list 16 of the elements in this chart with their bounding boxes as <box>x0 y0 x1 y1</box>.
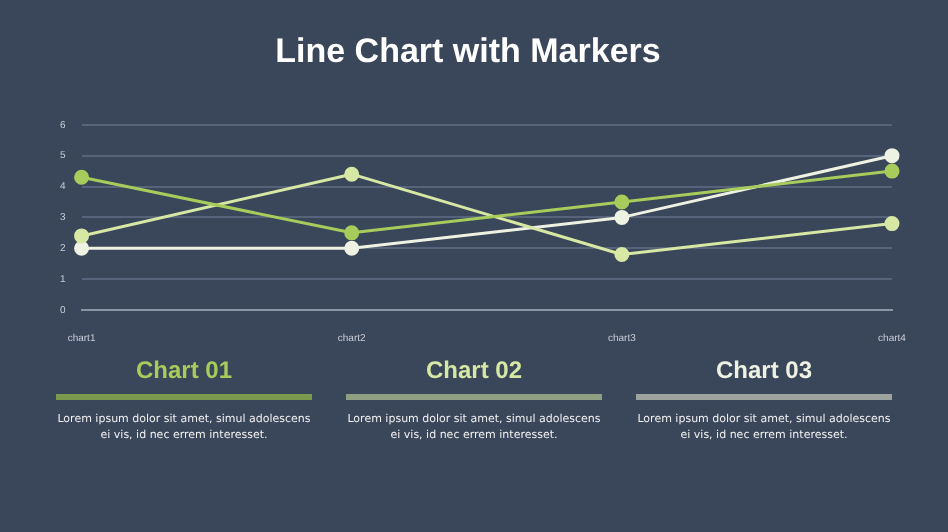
caption: Chart 01 <box>133 356 235 384</box>
point <box>344 225 360 241</box>
point <box>614 194 630 210</box>
point <box>344 240 360 256</box>
point <box>74 240 90 256</box>
caption: Chart 02 <box>423 356 525 384</box>
point <box>74 169 90 185</box>
point <box>344 166 360 182</box>
point <box>884 163 900 179</box>
point <box>614 209 630 225</box>
caption: Chart 03 <box>713 356 815 384</box>
point <box>884 216 900 232</box>
chart-title: Line Chart with Markers <box>275 31 661 70</box>
point <box>74 228 90 244</box>
point <box>614 246 630 262</box>
point <box>884 148 900 164</box>
